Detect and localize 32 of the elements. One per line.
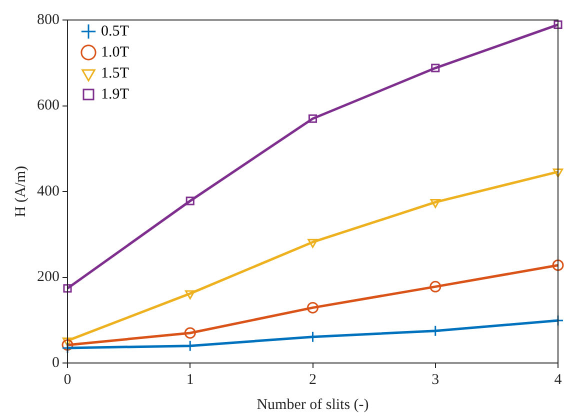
point <box>552 168 564 178</box>
point <box>552 314 564 326</box>
point <box>430 280 442 292</box>
point <box>308 114 318 123</box>
x-tick-label: 2 <box>309 372 316 388</box>
x-tick-label: 1 <box>186 372 194 388</box>
y-tick-label: 600 <box>37 98 60 114</box>
point <box>554 20 562 29</box>
point <box>307 302 318 314</box>
point <box>431 64 440 72</box>
point <box>308 238 318 248</box>
x-tick-label: 4 <box>554 372 562 388</box>
point <box>186 196 194 206</box>
x-tick-label: 0 <box>64 372 72 388</box>
point <box>63 284 72 293</box>
point <box>552 259 564 271</box>
point <box>62 337 73 346</box>
y-tick-label: 800 <box>37 12 60 28</box>
point <box>185 290 196 300</box>
y-tick-label: 400 <box>37 183 60 200</box>
point <box>62 339 74 351</box>
legend-label: 1.9T <box>101 86 129 102</box>
y-tick-label: 0 <box>52 354 60 371</box>
point <box>430 198 440 208</box>
point <box>184 327 196 339</box>
legend-label: 1.5T <box>101 65 129 82</box>
x-tick-label: 3 <box>432 372 440 388</box>
y-axis-title: H (A/m) <box>12 166 29 218</box>
legend-label: 1.0T <box>101 44 129 60</box>
x-axis-title: Number of slits (-) <box>256 396 369 413</box>
y-tick-label: 200 <box>37 269 60 286</box>
legend-label: 0.5T <box>101 23 129 40</box>
